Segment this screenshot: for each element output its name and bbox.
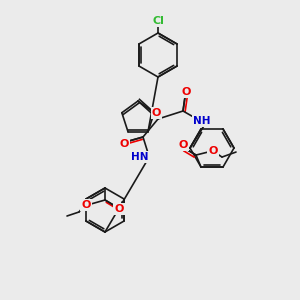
Text: O: O	[181, 87, 191, 97]
Text: NH: NH	[193, 116, 211, 126]
Text: O: O	[208, 146, 218, 156]
Text: Cl: Cl	[152, 16, 164, 26]
Text: O: O	[114, 204, 124, 214]
Text: O: O	[152, 108, 161, 118]
Text: O: O	[119, 139, 129, 149]
Text: HN: HN	[131, 152, 149, 162]
Text: O: O	[178, 140, 188, 150]
Text: O: O	[81, 200, 91, 210]
